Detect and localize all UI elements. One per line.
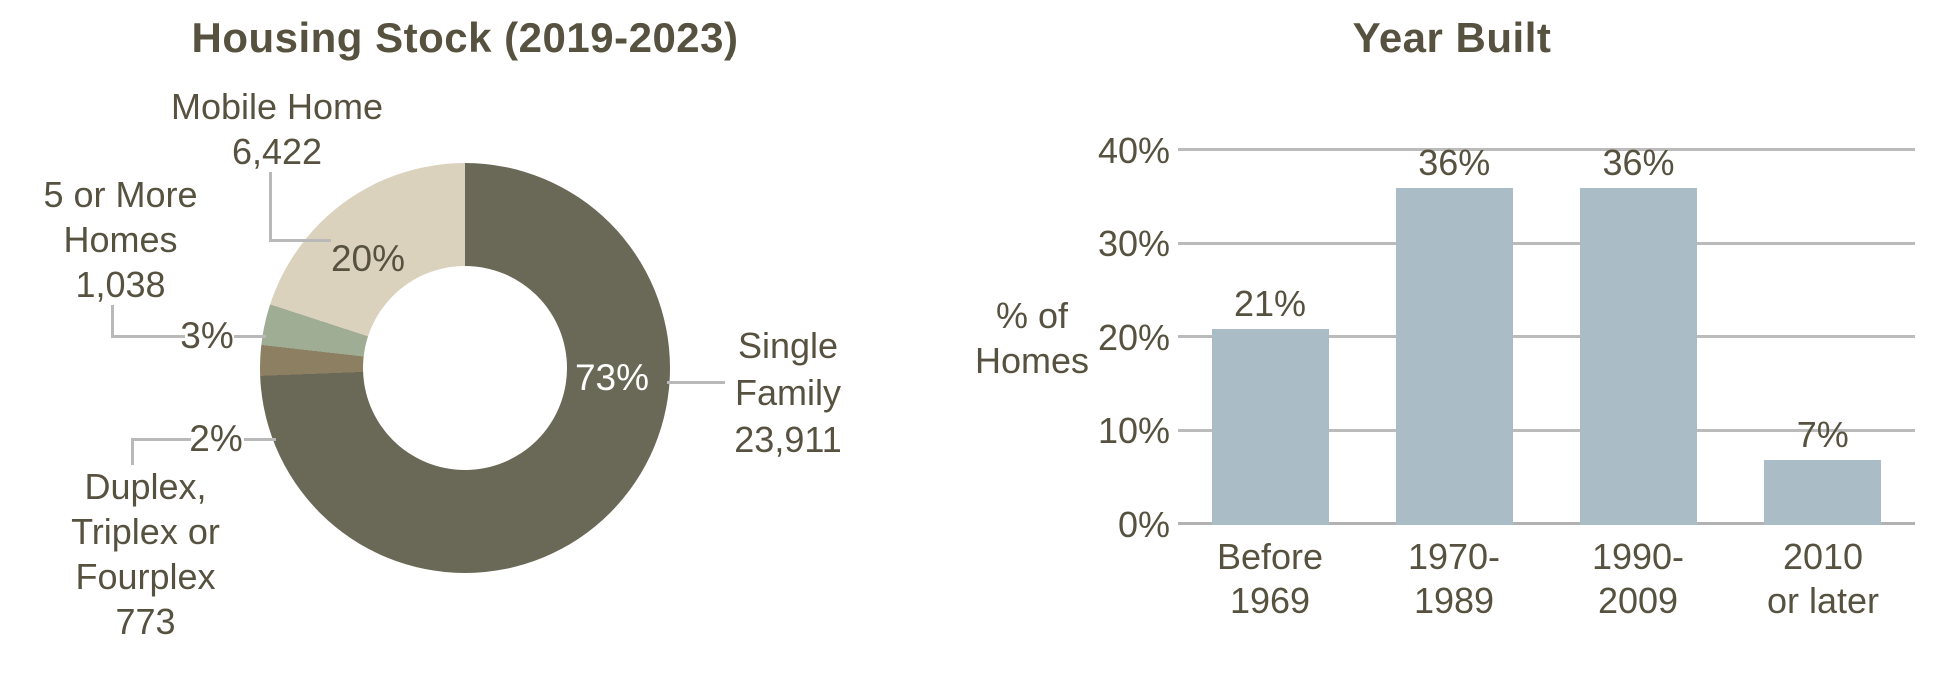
bar-value-label: 7% [1796, 413, 1849, 455]
callout-single-family: Single Family 23,911 [713, 322, 863, 463]
gridline-30 [1178, 241, 1915, 245]
slice-pct-duplex: 2% [189, 418, 243, 459]
bar-1990-2009 [1580, 188, 1697, 525]
bar-group-1970-1989: 36% [1362, 130, 1546, 525]
callout-duplex-count: 773 [115, 601, 176, 642]
y-tick-30: 30% [1097, 223, 1170, 264]
x-label-before-1969: Before 1969 [1216, 536, 1324, 621]
y-axis-label: % of Homes [974, 295, 1090, 381]
callout-five-or-more-label: 5 or More Homes [43, 174, 198, 260]
slice-pct-mobile-home: 20% [330, 238, 406, 279]
y-tick-0: 0% [1117, 504, 1170, 545]
bar-plot-area: 21% 36% 36% 7% [1178, 130, 1915, 525]
callout-five-or-more: 5 or More Homes 1,038 [33, 172, 208, 307]
slice-pct-five-or-more: 3% [180, 315, 234, 356]
y-tick-40: 40% [1097, 130, 1170, 171]
callout-mobile-home-count: 6,422 [231, 131, 323, 172]
bar-value-label: 36% [1602, 142, 1675, 184]
x-axis-line [1178, 522, 1915, 525]
callout-single-family-count: 23,911 [734, 419, 842, 460]
bar-2010-later [1764, 459, 1882, 525]
gridline-40 [1178, 148, 1915, 151]
bar-value-label: 36% [1418, 142, 1491, 184]
leader-line-duplex-h2 [244, 438, 276, 441]
y-tick-20: 20% [1097, 317, 1170, 358]
leader-line-single-family [667, 381, 725, 384]
callout-duplex: Duplex, Triplex or Fourplex 773 [53, 464, 238, 644]
donut-hole [363, 266, 567, 470]
leader-line-5ormore-h1 [111, 335, 185, 338]
leader-line-mobile-home-h [269, 239, 331, 242]
callout-five-or-more-count: 1,038 [75, 264, 166, 305]
leader-line-5ormore-v [111, 305, 114, 338]
callout-mobile-home-label: Mobile Home [170, 86, 384, 127]
bar-value-label: 21% [1233, 282, 1307, 324]
callout-single-family-label: Single Family [735, 325, 841, 413]
leader-line-duplex-v [131, 438, 134, 465]
y-tick-10: 10% [1097, 410, 1170, 451]
bar-chart-title: Year Built [1352, 14, 1552, 61]
x-label-1970-1989: 1970- 1989 [1407, 536, 1501, 621]
leader-line-5ormore-h2 [234, 335, 266, 338]
leader-line-mobile-home-v [269, 172, 272, 242]
bar-1970-1989 [1395, 188, 1513, 525]
callout-mobile-home: Mobile Home 6,422 [167, 84, 387, 174]
bar-before-1969 [1211, 328, 1329, 525]
bar-group-2010-later: 7% [1731, 130, 1915, 525]
bar-group-before-1969: 21% [1178, 130, 1362, 525]
bar-group-1990-2009: 36% [1547, 130, 1731, 525]
gridline-20 [1178, 335, 1915, 338]
gridline-10 [1178, 428, 1915, 432]
leader-line-duplex-h1 [131, 438, 191, 441]
x-label-1990-2009: 1990- 2009 [1591, 536, 1685, 621]
donut-chart-title: Housing Stock (2019-2023) [191, 14, 739, 61]
slice-pct-single-family: 73% [574, 357, 650, 398]
callout-duplex-label: Duplex, Triplex or Fourplex [71, 466, 220, 597]
x-label-2010-later: 2010 or later [1766, 536, 1880, 621]
